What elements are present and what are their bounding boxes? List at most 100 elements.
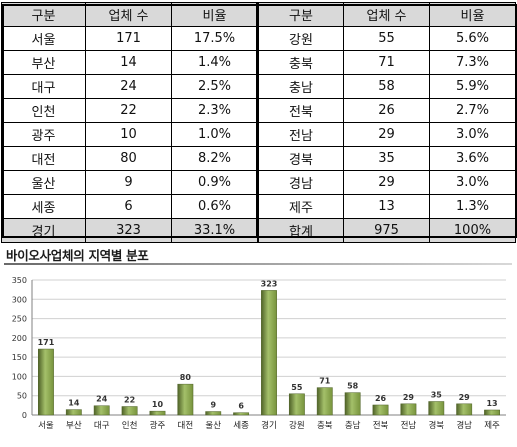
count-cell: 10 [85,122,172,147]
ratio-cell: 8.2% [171,146,258,171]
x-tick-label: 강원 [289,420,305,431]
ratio-cell: 1.4% [171,50,258,75]
ratio-cell: 17.5% [171,26,258,51]
x-tick-label: 제주 [484,421,500,431]
data-label: 24 [96,395,108,404]
data-label: 13 [486,399,497,408]
bar [372,404,389,416]
x-tick-label: 전북 [373,420,389,431]
table-row: 서울 171 17.5% [1,26,258,51]
ratio-cell: 33.1% [171,218,258,243]
x-tick-label: 대구 [94,421,110,431]
data-label: 171 [38,338,55,347]
table-row: 경남 29 3.0% [258,170,516,195]
data-label: 58 [347,382,359,391]
ratio-cell: 2.7% [429,98,516,123]
data-label: 35 [431,391,443,400]
bar [149,410,166,416]
table-header-row: 구분 업체 수 비율 [258,2,516,27]
bar [65,409,82,416]
ratio-cell: 2.5% [171,74,258,99]
region-cell: 인천 [1,98,86,123]
table-row: 광주 10 1.0% [1,122,258,147]
y-tick-label: 300 [12,295,27,304]
table-row: 충남 58 5.9% [258,74,516,99]
bar [205,411,222,416]
count-cell: 171 [85,26,172,51]
count-cell: 80 [85,146,172,171]
region-table-area: 구분 업체 수 비율 서울 171 17.5% 부산 14 1.4% 대구 24 2.5% 인천 22 2.… [1,2,517,243]
x-tick-label: 충북 [317,421,333,431]
ratio-cell: 5.9% [429,74,516,99]
region-cell: 전남 [258,122,344,147]
ratio-cell: 3.0% [429,170,516,195]
data-label: 323 [261,279,278,288]
count-cell: 71 [343,50,430,75]
ratio-cell: 0.9% [171,170,258,195]
region-cell: 구분 [1,2,86,27]
count-cell: 22 [85,98,172,123]
region-cell: 울산 [1,170,86,195]
table-row: 세종 6 0.6% [1,194,258,219]
ratio-cell: 비율 [171,2,258,27]
x-tick-label: 광주 [150,420,166,431]
table-row: 경북 35 3.6% [258,146,516,171]
count-cell: 29 [343,170,430,195]
bar-layer [38,290,500,416]
region-cell: 경북 [258,146,344,171]
data-label: 55 [291,383,303,392]
data-label: 29 [403,393,415,402]
bar [288,393,305,416]
chart-title: 바이오사업체의 지역별 분포 [6,248,149,263]
bar [93,405,110,416]
count-cell: 9 [85,170,172,195]
region-cell: 경기 [1,218,86,243]
x-tick-label: 충남 [345,421,361,431]
x-tick-label: 인천 [122,420,138,431]
table-total-row: 합계 975 100% [258,218,516,243]
bar [456,403,473,416]
x-tick-label: 부산 [66,420,82,431]
region-cell: 충남 [258,74,344,99]
count-cell: 58 [343,74,430,99]
table-row: 인천 22 2.3% [1,98,258,123]
data-label: 26 [375,394,387,403]
bar [121,406,138,416]
table-divider [256,2,258,236]
bar [316,387,333,416]
y-tick-label: 50 [17,392,27,401]
table-total-row: 경기 323 33.1% [1,218,258,243]
region-cell: 부산 [1,50,86,75]
region-cell: 합계 [258,218,344,243]
y-tick-label: 350 [12,276,27,285]
ratio-cell: 1.3% [429,194,516,219]
bar [484,409,500,416]
data-label: 14 [68,399,80,408]
table-row: 울산 9 0.9% [1,170,258,195]
region-cell: 광주 [1,122,86,147]
data-label: 9 [210,401,216,410]
table-row: 대구 24 2.5% [1,74,258,99]
table-header-row: 구분 업체 수 비율 [1,2,258,27]
count-cell: 업체 수 [343,2,430,27]
count-cell: 14 [85,50,172,75]
table-row: 충북 71 7.3% [258,50,516,75]
ratio-cell: 3.0% [429,122,516,147]
y-tick-label: 150 [12,353,27,362]
region-cell: 경남 [258,170,344,195]
bar [38,348,54,416]
y-tick-label: 250 [12,315,27,324]
x-tick-label: 전남 [401,420,417,431]
table-row: 제주 13 1.3% [258,194,516,219]
count-cell: 55 [343,26,430,51]
ratio-cell: 7.3% [429,50,516,75]
table-row: 전북 26 2.7% [258,98,516,123]
region-cell: 세종 [1,194,86,219]
data-label: 6 [238,402,244,411]
x-tick-label: 경남 [456,420,472,431]
ratio-cell: 5.6% [429,26,516,51]
table-row: 대전 80 8.2% [1,146,258,171]
ratio-cell: 2.3% [171,98,258,123]
data-label: 80 [180,373,192,382]
